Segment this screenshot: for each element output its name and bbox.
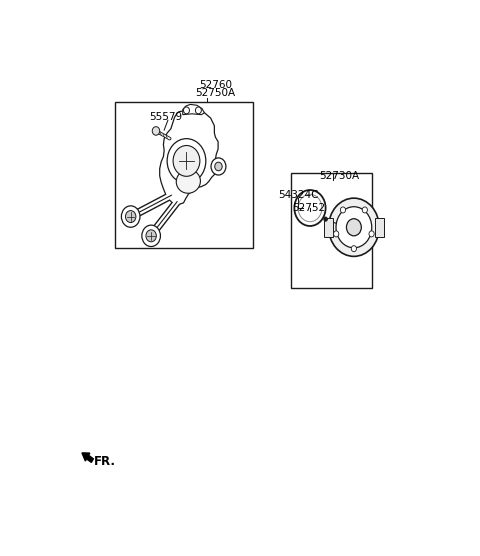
Circle shape: [369, 231, 374, 237]
Text: 52752: 52752: [293, 203, 326, 213]
Circle shape: [334, 231, 339, 237]
Circle shape: [152, 127, 160, 135]
Circle shape: [173, 146, 200, 176]
Polygon shape: [160, 110, 219, 205]
Text: FR.: FR.: [94, 455, 116, 468]
Ellipse shape: [176, 170, 201, 193]
Circle shape: [294, 190, 325, 226]
Bar: [324, 218, 333, 237]
Circle shape: [294, 190, 325, 226]
Circle shape: [329, 198, 379, 256]
Circle shape: [362, 207, 367, 213]
Circle shape: [211, 158, 226, 175]
Circle shape: [324, 217, 327, 221]
Circle shape: [347, 219, 361, 236]
Circle shape: [142, 225, 160, 246]
Circle shape: [183, 107, 190, 114]
Polygon shape: [183, 105, 204, 115]
Circle shape: [351, 246, 357, 252]
Circle shape: [121, 206, 140, 227]
Text: 52760: 52760: [199, 80, 232, 90]
Circle shape: [195, 107, 202, 114]
Circle shape: [125, 211, 136, 222]
Circle shape: [340, 207, 346, 213]
Text: 52730A: 52730A: [319, 171, 359, 181]
Bar: [375, 218, 384, 237]
Bar: [115, 102, 252, 248]
Circle shape: [146, 230, 156, 242]
Circle shape: [336, 207, 372, 248]
Circle shape: [298, 194, 322, 222]
Bar: [290, 173, 372, 289]
Text: 52750A: 52750A: [195, 88, 236, 98]
Circle shape: [215, 162, 222, 171]
Text: 54324C: 54324C: [278, 190, 318, 200]
FancyArrow shape: [82, 453, 94, 463]
Circle shape: [167, 138, 206, 183]
Text: 55579: 55579: [149, 112, 182, 122]
